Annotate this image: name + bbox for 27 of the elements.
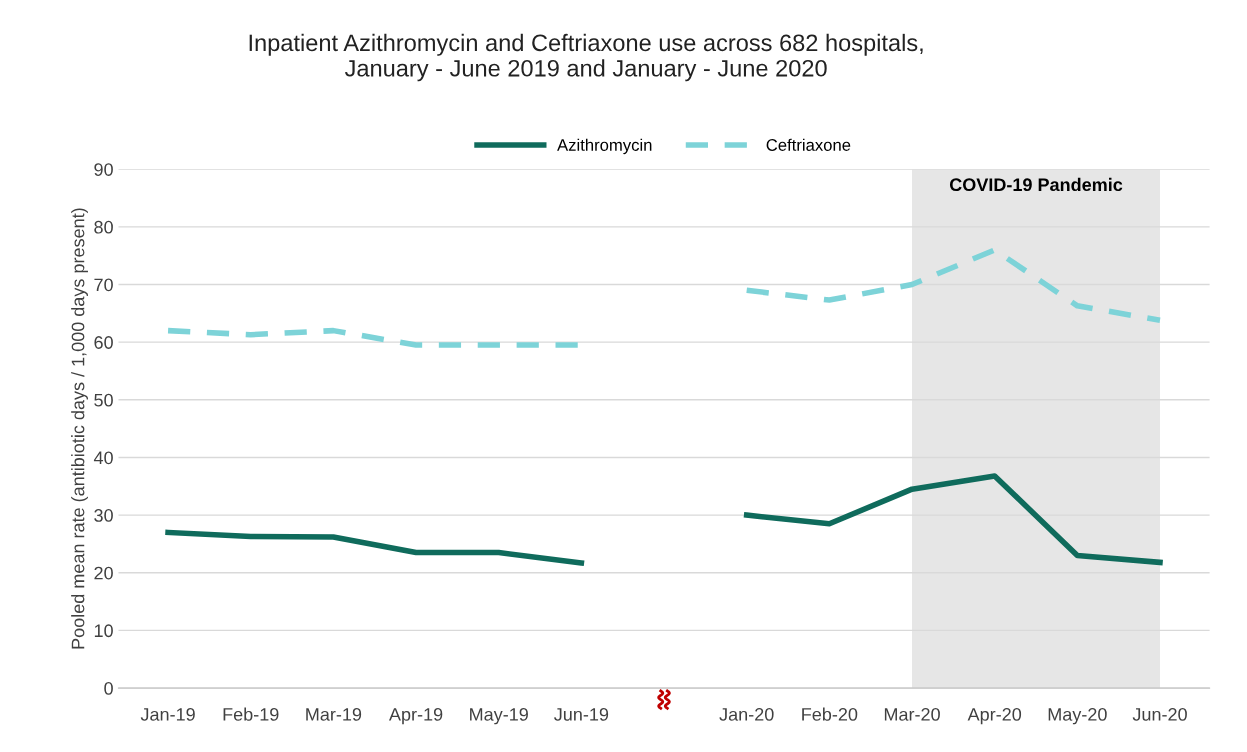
y-tick-label: 80 — [94, 220, 113, 234]
x-tick-label: Mar-20 — [884, 708, 940, 721]
x-tick-label: Jun-19 — [554, 708, 609, 721]
x-tick-label: May-20 — [1048, 708, 1107, 725]
y-tick-label: 70 — [94, 278, 113, 292]
x-tick-label: Jan-20 — [719, 708, 774, 721]
legend-label: Ceftriaxone — [766, 138, 851, 151]
x-tick-label: Apr-20 — [967, 708, 1022, 725]
y-tick-label: 0 — [104, 682, 113, 695]
x-tick-label: Jan-19 — [140, 708, 195, 721]
x-tick-label: Mar-19 — [306, 708, 362, 721]
y-axis-title: Pooled mean rate (antibiotic days / 1,000 days present) — [71, 208, 88, 649]
y-tick-label: 90 — [94, 163, 113, 176]
x-tick-label: Apr-19 — [388, 708, 443, 725]
y-tick-label: 20 — [94, 566, 113, 580]
band-label: COVID-19 Pandemic — [949, 177, 1123, 192]
x-tick-label: May-19 — [470, 708, 528, 725]
y-tick-label: 60 — [94, 336, 113, 349]
legend-label: Azithromycin — [557, 138, 652, 155]
chart-title: Inpatient Azithromycin and Ceftriaxone use across 682 hospitals, January - June 2019 and January - June 2020 — [249, 33, 923, 82]
x-tick-label: Feb-20 — [802, 707, 858, 721]
y-tick-label: 10 — [94, 624, 113, 638]
x-tick-label: Jun-20 — [1132, 708, 1187, 721]
y-tick-label: 30 — [94, 509, 113, 522]
y-tick-label: 50 — [94, 393, 113, 407]
x-tick-label: Feb-19 — [223, 707, 279, 721]
y-tick-label: 40 — [93, 451, 113, 465]
